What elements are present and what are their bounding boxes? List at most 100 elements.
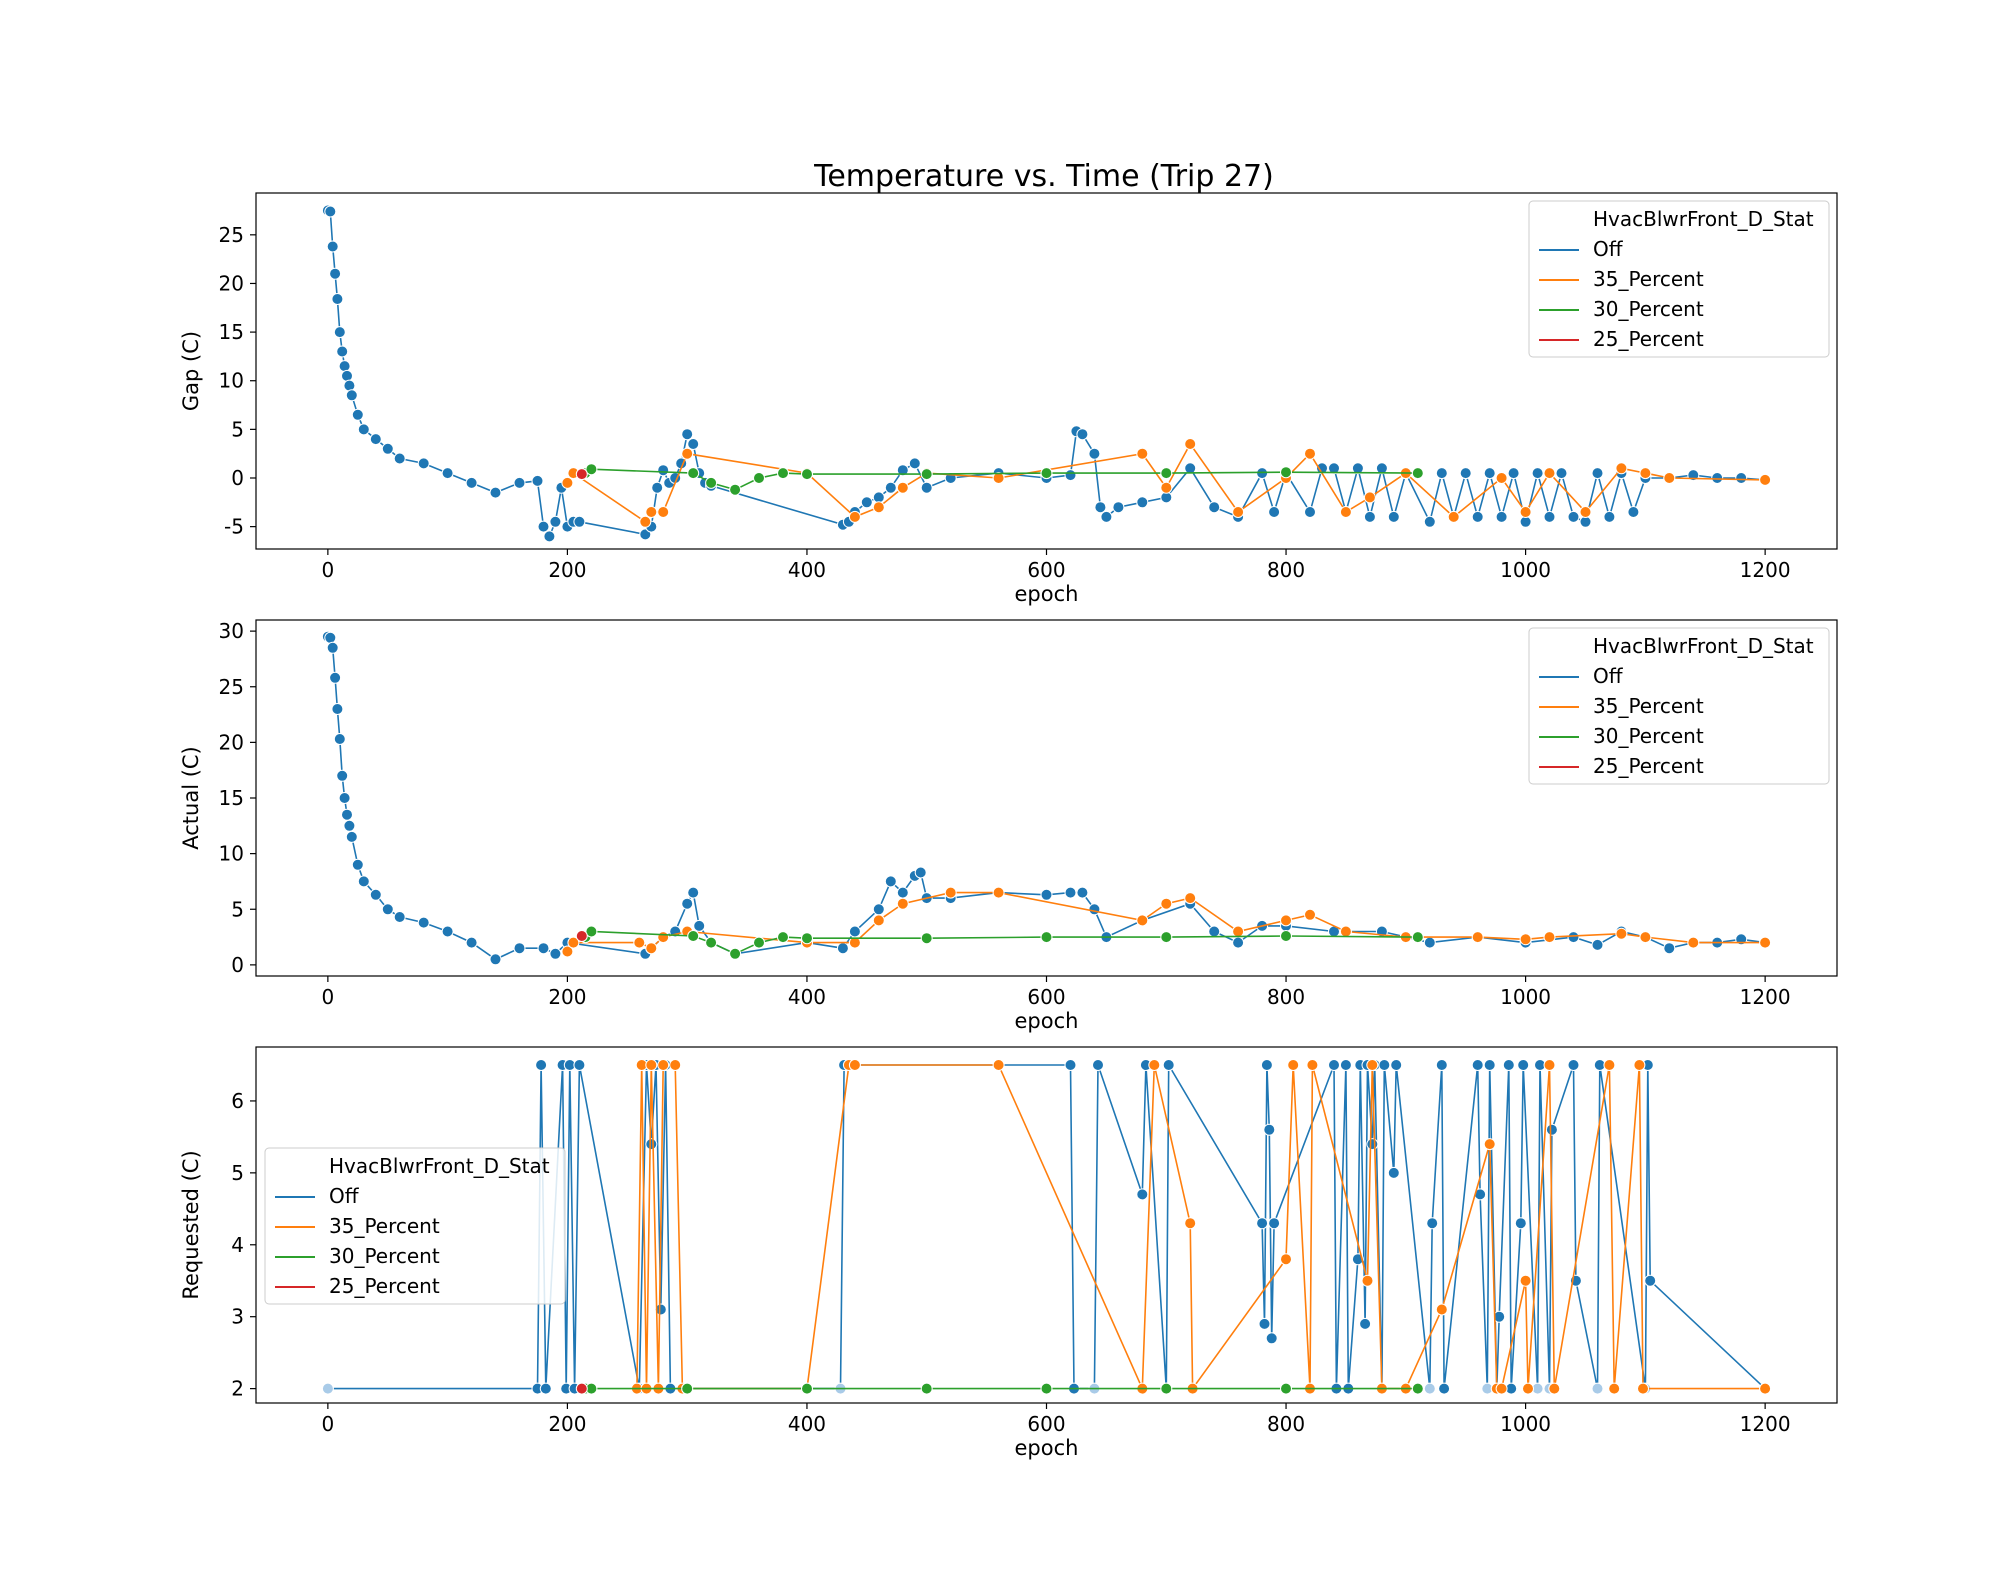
legend-entry-Off: Off	[1593, 237, 1624, 261]
data-point-35_Percent	[1608, 1382, 1621, 1395]
data-point-35_Percent	[1495, 472, 1508, 484]
data-point-Off	[1268, 1217, 1281, 1230]
data-point-Off	[1378, 1059, 1391, 1071]
data-point-Off	[1076, 428, 1089, 441]
x-tick-label: 600	[1027, 1412, 1065, 1436]
data-layer	[321, 204, 1772, 543]
legend: HvacBlwrFront_D_Stat Off 35_Percent 30_Perc…	[1528, 627, 1830, 785]
data-point-35_Percent	[1136, 447, 1149, 460]
data-point-35_Percent	[848, 510, 861, 523]
data-point-Off	[884, 481, 897, 494]
data-point-Off	[345, 389, 358, 402]
data-point-30_Percent	[729, 483, 742, 496]
data-point-Off	[1567, 1059, 1580, 1071]
data-point-Off	[1366, 1138, 1379, 1151]
legend-entry-30_Percent: 30_Percent	[329, 1244, 440, 1268]
legend-entry-25_Percent: 25_Percent	[1593, 754, 1704, 778]
data-point-Off	[1517, 1059, 1530, 1071]
x-tick-label: 200	[548, 985, 586, 1009]
data-point-35_Percent	[1447, 510, 1460, 523]
data-point-Off	[1064, 469, 1077, 482]
data-point-Off	[1064, 1059, 1077, 1071]
data-point-Off	[324, 631, 337, 644]
data-point-35_Percent	[1435, 1303, 1448, 1316]
data-point-30_Percent	[1040, 1382, 1053, 1395]
legend-title: HvacBlwrFront_D_Stat	[329, 1154, 550, 1178]
data-point-35_Percent	[1483, 1138, 1496, 1151]
data-point-35_Percent	[944, 886, 957, 899]
data-point-Off	[441, 925, 454, 938]
data-point-35_Percent	[1603, 1059, 1616, 1071]
data-point-Off	[333, 326, 346, 339]
data-point-Off	[489, 486, 502, 499]
data-point-35_Percent	[1615, 927, 1628, 940]
data-point-Off	[1328, 1059, 1340, 1071]
y-tick-label: 10	[219, 842, 244, 866]
y-tick-label: 0	[231, 953, 244, 977]
data-point-35_Percent	[1280, 914, 1292, 927]
y-tick-label: -5	[224, 515, 244, 539]
data-point-25_Percent	[575, 468, 588, 481]
data-point-Off	[1644, 1274, 1657, 1287]
data-point-Off	[1493, 1310, 1506, 1323]
data-point-Off	[513, 476, 526, 489]
data-point-30_Percent	[687, 467, 700, 480]
data-point-Off	[1375, 462, 1388, 475]
data-point-30_Percent	[705, 936, 718, 949]
data-point-Off	[1591, 938, 1604, 951]
data-point-Off	[1208, 925, 1221, 938]
data-point-Off	[1495, 510, 1508, 523]
data-point-35_Percent	[1548, 1382, 1561, 1395]
y-axis-label: Gap (C)	[179, 331, 203, 411]
y-tick-label: 3	[231, 1305, 244, 1329]
data-point-35_Percent	[1519, 1274, 1532, 1287]
y-tick-label: 30	[219, 619, 244, 643]
data-point-Off	[417, 916, 430, 929]
data-point-Off	[381, 442, 394, 455]
y-tick-label: 25	[219, 675, 244, 699]
data-point-35_Percent	[1306, 1059, 1319, 1071]
x-tick-label: 1000	[1500, 558, 1551, 582]
data-point-Off	[896, 886, 909, 899]
y-tick-label: 5	[231, 417, 244, 441]
data-point-30_Percent	[1411, 931, 1424, 944]
data-point-35_Percent	[1522, 1382, 1534, 1395]
legend: HvacBlwrFront_D_Stat Off 35_Percent 30_Perc…	[264, 1147, 566, 1305]
data-point-Off	[645, 1138, 658, 1151]
data-point-Off	[693, 919, 706, 932]
data-point-Off	[338, 360, 351, 373]
data-point-Off	[1359, 1317, 1372, 1330]
subplot-3: 0 200 400 600 800 1000 1200 2 3 4 5 6 epoch Requested…	[179, 1046, 1838, 1460]
legend-box	[1528, 200, 1830, 358]
y-tick-label: 10	[219, 369, 244, 393]
data-point-Off	[329, 267, 342, 280]
data-point-Off	[441, 467, 454, 480]
data-point-30_Percent	[681, 1382, 694, 1395]
data-point-30_Percent	[1160, 467, 1173, 480]
x-tick-label: 1000	[1500, 1412, 1551, 1436]
legend-entry-30_Percent: 30_Percent	[1593, 297, 1704, 321]
y-axis-label: Requested (C)	[179, 1150, 203, 1299]
data-point-Off	[657, 464, 670, 477]
data-point-35_Percent	[633, 936, 646, 949]
data-point-Off	[1435, 467, 1448, 480]
x-tick-label: 0	[321, 558, 334, 582]
data-point-Off	[465, 476, 478, 489]
data-point-Off	[333, 733, 346, 745]
data-point-35_Percent	[1363, 491, 1376, 504]
data-point-Off	[1426, 1217, 1439, 1230]
data-point-35_Percent	[1687, 936, 1700, 949]
legend: HvacBlwrFront_D_Stat Off 35_Percent 30_Perc…	[1528, 200, 1830, 358]
x-tick-label: 1200	[1740, 985, 1791, 1009]
data-point-Off	[338, 792, 351, 804]
data-point-35_Percent	[1759, 1382, 1772, 1395]
data-point-35_Percent	[1304, 908, 1316, 921]
legend-entry-35_Percent: 35_Percent	[1593, 694, 1704, 718]
data-point-35_Percent	[992, 1059, 1005, 1071]
data-point-35_Percent	[848, 1059, 861, 1071]
x-tick-label: 800	[1267, 1412, 1305, 1436]
y-axis-label: Actual (C)	[179, 746, 203, 850]
data-point-Off	[1567, 510, 1580, 523]
x-tick-label: 200	[548, 1412, 586, 1436]
